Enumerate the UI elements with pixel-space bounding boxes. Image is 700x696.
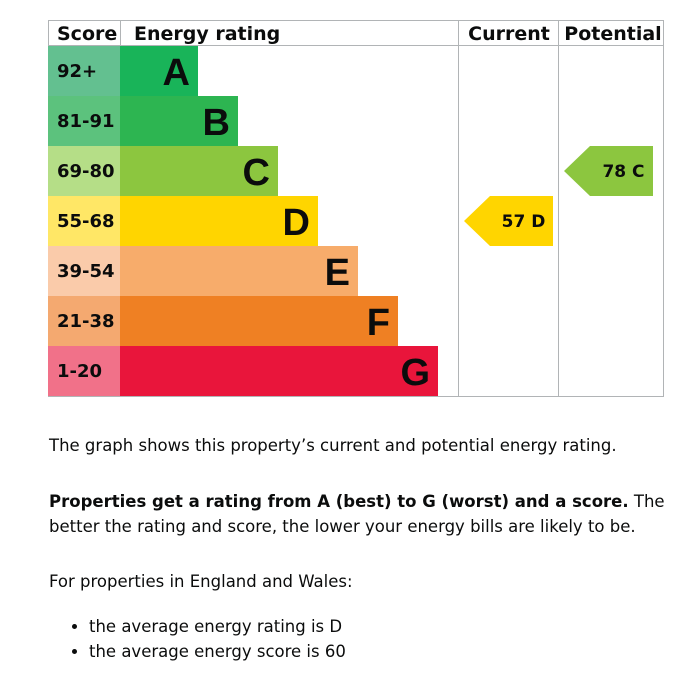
score-cell xyxy=(48,96,120,146)
current-rating-arrow-shape xyxy=(464,196,553,246)
current-rating-arrow: 57 D xyxy=(464,196,553,246)
score-cell xyxy=(48,346,120,396)
header-current: Current xyxy=(468,23,550,45)
rating-letter: F xyxy=(367,302,390,344)
list-item-average-rating: the average energy rating is D xyxy=(89,614,346,639)
region-text: For properties in England and Wales: xyxy=(49,572,353,591)
band-c: 69-80 C xyxy=(48,146,278,196)
rating-explanation: Properties get a rating from A (best) to… xyxy=(49,489,679,539)
list-item-average-score: the average energy score is 60 xyxy=(89,639,346,664)
band-d: 55-68 D xyxy=(48,196,318,246)
rating-explanation-bold: Properties get a rating from A (best) to… xyxy=(49,492,629,511)
band-e: 39-54 E xyxy=(48,246,358,296)
score-label: 1-20 xyxy=(57,361,102,382)
average-list: the average energy rating is D the avera… xyxy=(49,614,346,664)
score-cell xyxy=(48,196,120,246)
score-cell xyxy=(48,246,120,296)
epc-chart: Score Energy rating Current Potential 92… xyxy=(48,20,664,397)
potential-rating-arrow-label: 78 C xyxy=(602,162,644,182)
rating-bar xyxy=(120,46,198,96)
score-label: 69-80 xyxy=(57,161,115,182)
score-label: 92+ xyxy=(57,61,97,82)
rating-bar xyxy=(120,346,438,396)
rating-bar xyxy=(120,296,398,346)
intro-text: The graph shows this property’s current … xyxy=(49,436,617,455)
rating-bands: 92+ A 81-91 B 69-80 C 55-68 D 39-54 E 21-38 F 1-20 G xyxy=(48,46,438,396)
band-a: 92+ A xyxy=(48,46,198,96)
rating-letter: A xyxy=(163,52,190,94)
rating-explanation-rest: The better the rating and score, the low… xyxy=(49,492,665,536)
rating-bar xyxy=(120,96,238,146)
score-label: 39-54 xyxy=(57,261,115,282)
current-rating-arrow-label: 57 D xyxy=(502,212,546,232)
rating-letter: B xyxy=(203,102,230,144)
rating-bar xyxy=(120,196,318,246)
band-b: 81-91 B xyxy=(48,96,238,146)
rating-letter: G xyxy=(400,352,430,394)
potential-rating-arrow-shape xyxy=(564,146,653,196)
band-g: 1-20 G xyxy=(48,346,438,396)
rating-bar xyxy=(120,146,278,196)
rating-arrows: 57 D 78 C xyxy=(464,146,653,246)
score-cell xyxy=(48,296,120,346)
rating-letter: C xyxy=(243,152,270,194)
score-label: 55-68 xyxy=(57,211,115,232)
rating-bar xyxy=(120,246,358,296)
header-potential: Potential xyxy=(564,23,661,45)
rating-letter: D xyxy=(283,202,310,244)
band-f: 21-38 F xyxy=(48,296,398,346)
potential-rating-arrow: 78 C xyxy=(564,146,653,196)
score-label: 21-38 xyxy=(57,311,115,332)
score-label: 81-91 xyxy=(57,111,115,132)
score-cell xyxy=(48,46,120,96)
header-score: Score xyxy=(57,23,117,45)
rating-letter: E xyxy=(325,252,350,294)
header-energy-rating: Energy rating xyxy=(134,23,280,45)
score-cell xyxy=(48,146,120,196)
